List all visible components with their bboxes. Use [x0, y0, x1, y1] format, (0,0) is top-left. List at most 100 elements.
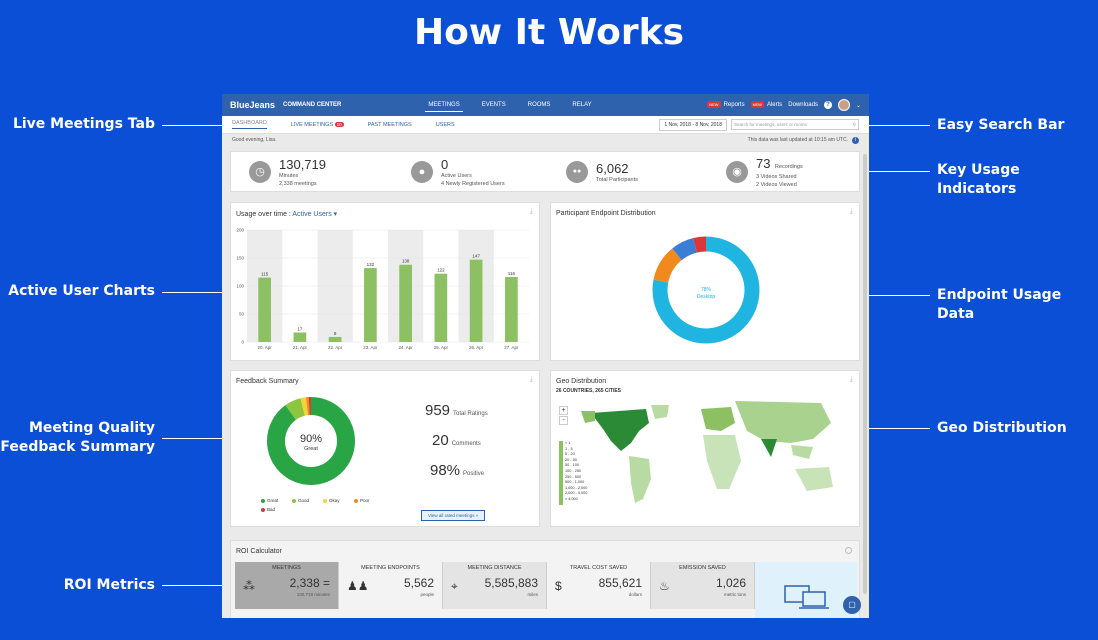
legend-label: Great: [267, 498, 279, 503]
bar-data-label: 122: [437, 268, 445, 273]
download-icon[interactable]: ⤓: [529, 208, 533, 215]
legend-dot: [323, 498, 327, 503]
download-icon[interactable]: ⤓: [849, 208, 853, 215]
map-legend-item: < 1: [565, 441, 571, 445]
page-headline: How It Works: [413, 12, 685, 53]
endpoint-slice: [652, 236, 760, 344]
world-map: [559, 401, 833, 505]
kpi-recordings-value: 73: [756, 156, 771, 171]
map-africa: [703, 435, 741, 489]
legend-bad: Bad: [261, 507, 275, 512]
kpi-recordings-sub: 3 Videos Shared: [756, 174, 797, 180]
nav-events[interactable]: EVENTS: [481, 101, 506, 108]
roi-travel-cost-head: TRAVEL COST SAVED: [569, 565, 628, 571]
people-group-icon: ⁂: [243, 579, 255, 593]
callout-line: [162, 438, 230, 439]
download-icon[interactable]: ⤓: [849, 376, 853, 383]
search-input[interactable]: Search for meetings, users or rooms ⚲: [731, 119, 859, 130]
bar-data-label: 147: [472, 254, 480, 259]
comments-count: 20 Comments: [432, 432, 481, 449]
chat-icon[interactable]: ▢: [843, 596, 861, 614]
tab-dashboard[interactable]: DASHBOARD: [232, 120, 267, 129]
user-icon: ●: [411, 161, 433, 183]
view-rated-meetings-button[interactable]: View all rated meetings »: [421, 510, 486, 521]
avatar[interactable]: [837, 99, 850, 111]
chevron-down-icon[interactable]: ▾: [331, 211, 338, 218]
roi-travel-cost-value: 855,621: [598, 576, 642, 590]
kpi-active-users: ● 0 Active Users 4 Newly Registered Users: [411, 152, 505, 192]
roi-distance-value: 5,585,883: [484, 576, 538, 590]
tab-past-meetings[interactable]: PAST MEETINGS: [367, 121, 412, 128]
kpi-active-users-label: Active Users: [441, 172, 472, 179]
callout-endpoint-usage-data: Endpoint Usage Data: [937, 287, 1062, 322]
nav-rooms[interactable]: ROOMS: [527, 101, 551, 108]
download-icon[interactable]: ⤓: [529, 376, 533, 383]
settings-icon[interactable]: [845, 547, 852, 554]
total-ratings-value: 959: [425, 402, 451, 419]
kpi-recordings: ◉ 73 Recordings 3 Videos Shared 2 Videos V…: [726, 152, 803, 192]
roi-distance-unit: miles: [527, 592, 538, 597]
callout-geo-distribution: Geo Distribution: [937, 420, 1067, 436]
live-meetings-count-badge: 10: [334, 121, 344, 127]
tab-live-meetings[interactable]: LIVE MEETINGS 10: [291, 121, 344, 128]
callout-active-user-charts: Active User Charts: [8, 283, 155, 299]
scrollbar[interactable]: [863, 154, 867, 594]
usage-metric-dropdown[interactable]: Active Users: [292, 211, 332, 218]
map-asia: [735, 401, 831, 443]
endpoint-donut-chart: [652, 236, 760, 344]
new-badge: NEW: [707, 101, 721, 108]
chart-bar: [364, 268, 377, 342]
comments-value: 20: [432, 432, 449, 449]
greeting-bar: Good evening, Lisa. This data was last u…: [222, 134, 869, 146]
alerts-link[interactable]: NEW Alerts: [750, 101, 782, 108]
kpi-active-users-value: 0: [441, 156, 449, 172]
date-range-picker[interactable]: 1 Nov, 2018 - 8 Nov, 2018: [659, 118, 727, 131]
x-tick-label: 25. Apr: [434, 345, 449, 350]
callout-line: [845, 428, 930, 429]
callout-line: [162, 585, 230, 586]
roi-meetings: MEETINGS ⁂ 2,338 = 130,719 minutes: [235, 562, 339, 609]
x-tick-label: 23. Apr: [363, 345, 378, 350]
reports-label: Reports: [723, 102, 745, 108]
zoom-out-button[interactable]: -: [559, 416, 568, 425]
map-legend-item: 1 - 5: [565, 446, 573, 451]
help-icon[interactable]: ?: [823, 101, 832, 109]
map-australia: [795, 467, 833, 491]
tab-users[interactable]: USERS: [435, 121, 455, 128]
nav-relay[interactable]: RELAY: [572, 101, 592, 108]
reports-link[interactable]: NEW Reports: [707, 101, 745, 108]
x-tick-label: 27. Apr: [504, 345, 519, 350]
info-icon[interactable]: i: [852, 136, 859, 144]
nav-meetings[interactable]: MEETINGS: [425, 99, 463, 112]
bar-data-label: 9: [334, 331, 337, 336]
legend-label: Good: [298, 498, 310, 503]
y-tick-label: 50: [239, 312, 245, 317]
endpoint-distribution-card: Participant Endpoint Distribution ⤓ 78% …: [550, 202, 860, 361]
chevron-down-icon[interactable]: ⌄: [855, 102, 861, 109]
chart-bar: [328, 336, 342, 342]
callout-easy-search-bar: Easy Search Bar: [937, 117, 1065, 133]
callout-line: [162, 125, 230, 126]
geo-card-subtitle: 26 COUNTRIES, 265 CITIES: [556, 388, 622, 394]
kpi-recordings-sub2: 2 Videos Viewed: [756, 182, 797, 188]
topbar-right: NEW Reports NEW Alerts Downloads ? ⌄: [707, 99, 861, 111]
downloads-link[interactable]: Downloads: [788, 102, 818, 108]
endpoint-card-title: Participant Endpoint Distribution: [556, 210, 656, 217]
kpi-active-users-sub: 4 Newly Registered Users: [441, 180, 505, 187]
usage-over-time-card: Usage over time : Active Users ▾ ⤓ 0 50 10…: [230, 202, 540, 361]
location-icon: ⌖: [451, 579, 458, 593]
map-greenland: [651, 405, 669, 419]
legend-label: Poor: [360, 498, 370, 503]
zoom-in-button[interactable]: +: [559, 406, 568, 415]
positive-value: 98%: [430, 462, 461, 479]
search-icon[interactable]: ⚲: [852, 122, 856, 127]
bar-data-label: 17: [297, 326, 303, 331]
callout-line: [162, 292, 230, 293]
callout-roi-metrics: ROI Metrics: [63, 577, 155, 593]
roi-meetings-value: 2,338 =: [289, 576, 330, 590]
kpi-minutes: ◷ 130,719 Minutes 2,338 meetings: [249, 152, 326, 192]
legend-great: Great: [261, 498, 278, 503]
legend-dot: [292, 498, 296, 503]
brand-logo[interactable]: BlueJeans: [230, 100, 276, 110]
comments-label: Comments: [451, 441, 481, 447]
